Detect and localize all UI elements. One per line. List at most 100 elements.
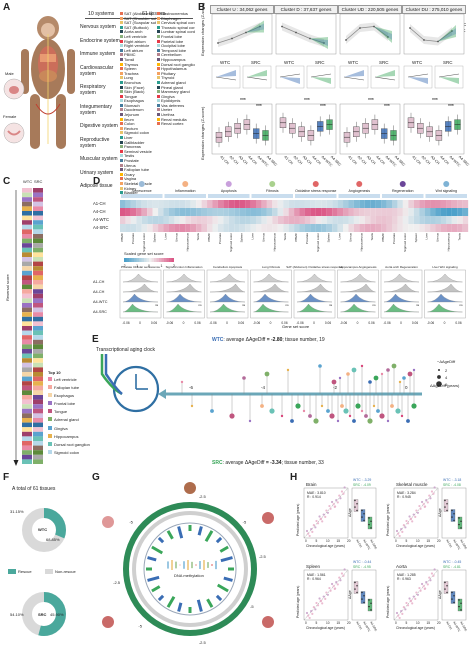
ridge-x-tick: 0.06 bbox=[412, 321, 418, 325]
box-tick-label: A4-CH bbox=[247, 155, 258, 166]
h-scatter-point bbox=[328, 586, 331, 590]
heatmap-cell bbox=[424, 208, 431, 216]
src-cell bbox=[33, 192, 43, 198]
h-scatter-point bbox=[404, 608, 407, 611]
female-organ-icon bbox=[3, 122, 25, 144]
wtc-cell bbox=[22, 211, 32, 216]
g-center-text: DNA methylation bbox=[174, 573, 204, 578]
src-cell bbox=[33, 247, 43, 253]
category-label: Inflammation bbox=[175, 189, 196, 193]
src-lollipop-dot bbox=[308, 414, 312, 418]
src-cell bbox=[33, 298, 43, 303]
heatmap-cell bbox=[207, 216, 213, 224]
src-lollipop-dot bbox=[210, 409, 214, 413]
heatmap-row-label: A1-CH bbox=[93, 201, 106, 206]
h-box-point bbox=[446, 503, 448, 505]
methylation-bar bbox=[166, 530, 174, 540]
h-box-tick: A4-CH bbox=[355, 539, 363, 549]
tissue-item: Skeletal muscle bbox=[120, 181, 156, 187]
h-scatter-point bbox=[412, 595, 415, 598]
tissue-item: Renal cortex bbox=[157, 122, 195, 127]
ridge-title: Lung Fibrosis bbox=[262, 265, 281, 269]
scale-gradient-cell bbox=[161, 258, 164, 262]
wtc-band bbox=[438, 28, 456, 42]
tissue-name: Skeletal muscle bbox=[124, 181, 153, 186]
h-scatter-point bbox=[406, 604, 410, 607]
h-scatter-point bbox=[335, 581, 338, 584]
heatmap-cell bbox=[141, 216, 148, 224]
heatmap-tissue-label: PBMC bbox=[294, 232, 298, 242]
tissue-item: SAT (Buttock) bbox=[120, 25, 156, 31]
h-x-tick: 5 bbox=[316, 539, 318, 543]
heatmap-cell bbox=[386, 216, 392, 224]
h-box-point bbox=[361, 598, 363, 600]
h-wtc-text: WTC : -0.44 bbox=[353, 560, 371, 564]
heatmap-cell bbox=[397, 216, 403, 224]
heatmap-cell bbox=[152, 216, 159, 224]
heatmap-cell bbox=[277, 200, 284, 208]
h-scatter-point bbox=[401, 612, 404, 615]
wtc-cell bbox=[22, 367, 32, 372]
wtc-band bbox=[246, 23, 264, 33]
wtc-lollipop-dot bbox=[398, 380, 402, 384]
wtc-cell bbox=[22, 303, 32, 308]
src-lollipop-dot bbox=[340, 404, 344, 408]
ridge-density bbox=[427, 273, 463, 283]
top10-name: Dorsal root ganglion bbox=[54, 441, 90, 447]
heatmap-cell bbox=[256, 200, 262, 208]
heatmap-cell bbox=[261, 216, 267, 224]
top10-swatch bbox=[48, 377, 52, 381]
h-box bbox=[443, 499, 449, 512]
wtc-branch bbox=[104, 354, 123, 395]
category-bar bbox=[425, 194, 467, 198]
src-cell bbox=[33, 312, 43, 317]
female-label: Female bbox=[3, 114, 17, 119]
h-box-point bbox=[460, 609, 462, 611]
h-box-point bbox=[446, 509, 448, 512]
h-box-point bbox=[363, 595, 365, 597]
heatmap-cell bbox=[288, 200, 295, 208]
tissue-item: Urethra bbox=[157, 113, 195, 118]
category-icon bbox=[443, 181, 450, 187]
wtc-cell bbox=[22, 220, 32, 225]
src-cell bbox=[33, 353, 43, 359]
tissue-item: Uterus bbox=[120, 163, 156, 169]
heatmap-cell bbox=[158, 208, 164, 216]
delta-axis-tick: -6 bbox=[189, 385, 193, 390]
category-icon bbox=[225, 181, 232, 187]
h-scatter-point bbox=[333, 587, 336, 590]
h-box-point bbox=[354, 506, 356, 508]
src-cell bbox=[33, 335, 43, 340]
panel-a: Male Female 10 systems 61 tissues Nervou… bbox=[0, 0, 196, 195]
ridge-density bbox=[383, 303, 420, 313]
methylation-bar bbox=[220, 556, 233, 563]
top10-item: Fallopian tube bbox=[48, 385, 90, 391]
heatmap-cell bbox=[381, 216, 387, 224]
h-scatter-point bbox=[325, 509, 328, 512]
tissue-color-swatch bbox=[157, 67, 160, 71]
ch-point bbox=[423, 39, 425, 41]
panel-g: -2.5 -5 -2.5 -5 -2.5 -5 -2.5 -5 DNA methylation bbox=[92, 474, 288, 651]
outer-ring bbox=[123, 502, 257, 636]
h-scatter-point bbox=[326, 593, 329, 596]
heatmap-cell bbox=[179, 224, 186, 232]
heatmap-row-label: A4-SRC bbox=[93, 225, 108, 230]
ch-band bbox=[218, 22, 260, 47]
ridge-title: Prostate Cellular senescence bbox=[121, 265, 160, 269]
sub-band bbox=[216, 70, 236, 77]
system-item: Muscular system bbox=[80, 156, 118, 162]
h-x-tick: 10 bbox=[326, 621, 330, 625]
h-box-point bbox=[370, 609, 372, 611]
wtc-cell bbox=[22, 395, 32, 400]
h-box-point bbox=[370, 520, 372, 522]
h-scatter-point bbox=[324, 515, 327, 518]
h-box-tick: A4-WTC bbox=[362, 539, 372, 552]
heatmap-cell bbox=[245, 200, 251, 208]
wtc-lollipop-dot bbox=[380, 372, 384, 376]
f-wtc-nonrescue: 68.85% bbox=[46, 537, 60, 542]
cluster-u-header: Cluster U : 34,062 genes bbox=[210, 5, 274, 14]
tissue-name: Pituitary bbox=[161, 71, 176, 76]
heatmap-cell bbox=[375, 208, 382, 216]
wtc-cell bbox=[22, 238, 32, 244]
tissue-item: Left ventricle bbox=[120, 34, 156, 40]
